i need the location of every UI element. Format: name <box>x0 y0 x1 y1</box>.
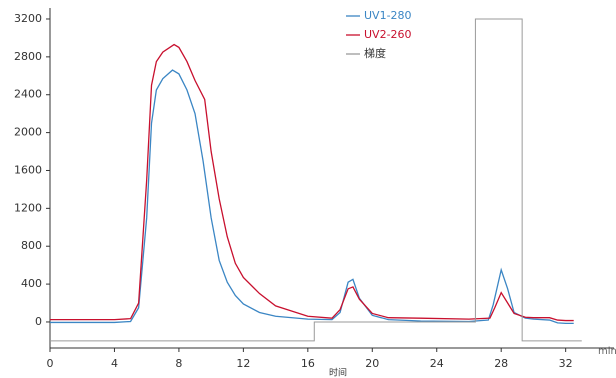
y-tick-label: 2400 <box>14 88 42 101</box>
x-axis-label: 时间 <box>329 367 347 378</box>
y-tick-label: 1600 <box>14 163 42 176</box>
x-tick-label: 8 <box>175 357 182 370</box>
legend-label: UV2-260 <box>364 28 412 41</box>
y-tick-label: 0 <box>35 315 42 328</box>
y-tick-label: 1200 <box>14 201 42 214</box>
series-line <box>50 69 574 325</box>
legend-label: UV1-280 <box>364 9 412 22</box>
x-tick-label: 24 <box>430 357 444 370</box>
y-tick-label: 3200 <box>14 12 42 25</box>
x-tick-label: 28 <box>494 357 508 370</box>
x-axis-unit: min <box>598 346 616 357</box>
x-tick-label: 4 <box>111 357 118 370</box>
x-tick-label: 0 <box>47 357 54 370</box>
y-tick-label: 800 <box>21 239 42 252</box>
y-tick-label: 2000 <box>14 126 42 139</box>
y-tick-label: 2800 <box>14 50 42 63</box>
x-tick-label: 12 <box>236 357 250 370</box>
x-tick-label: 32 <box>559 357 573 370</box>
y-tick-label: 400 <box>21 277 42 290</box>
series-line <box>50 43 574 322</box>
legend-label: 梯度 <box>364 46 386 60</box>
x-tick-label: 20 <box>365 357 379 370</box>
x-tick-label: 16 <box>301 357 315 370</box>
series-line <box>50 18 582 342</box>
